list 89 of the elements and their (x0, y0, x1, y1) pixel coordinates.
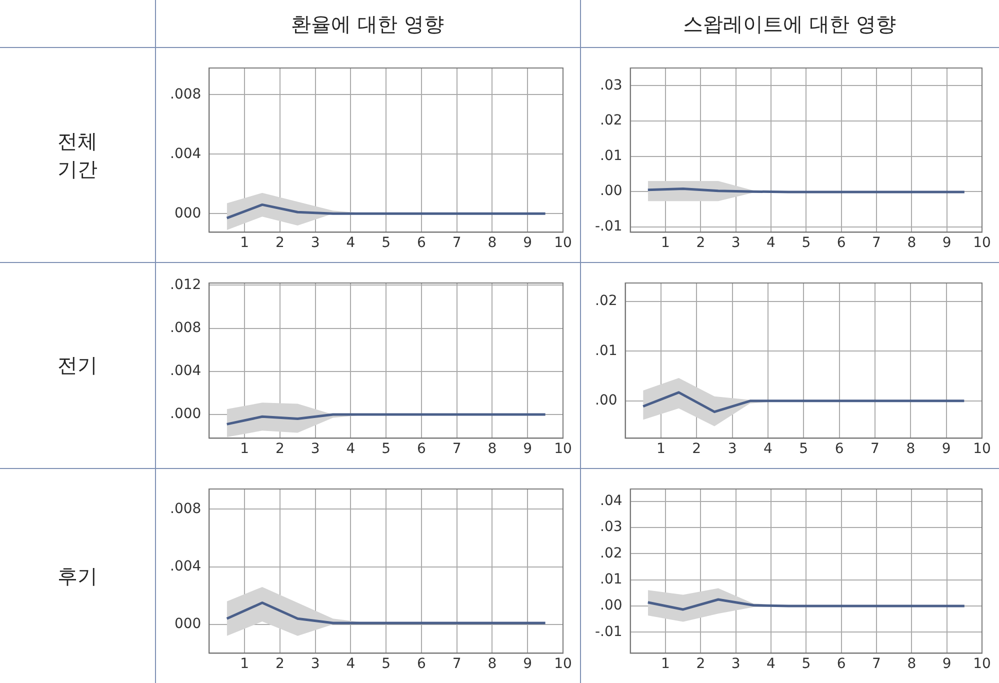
y-tick-label: .03 (600, 77, 622, 94)
y-tick-label: .01 (595, 342, 618, 359)
x-tick-label: 4 (346, 235, 356, 252)
x-tick-label: 5 (802, 656, 811, 672)
x-tick-label: 4 (346, 441, 356, 458)
y-tick-label: .02 (595, 293, 618, 310)
text: 스왑레이트에 대한 영향 (682, 10, 897, 38)
x-tick-label: 2 (696, 235, 706, 252)
x-tick-label: 10 (554, 235, 572, 252)
y-tick-label: .04 (600, 492, 622, 509)
x-tick-label: 8 (488, 656, 497, 672)
x-tick-label: 9 (523, 656, 532, 672)
x-tick-label: 4 (764, 441, 772, 458)
y-tick-label: .00 (600, 183, 622, 200)
x-tick-label: 9 (523, 235, 532, 252)
x-tick-label: 5 (382, 235, 391, 252)
x-tick-label: 5 (382, 441, 391, 458)
text: 전체 기간 (56, 128, 98, 182)
x-tick-label: 7 (452, 235, 462, 252)
y-tick-label: .004 (170, 146, 202, 162)
y-tick-label: .00 (595, 392, 618, 409)
y-tick-label: .004 (170, 363, 202, 380)
text: 전기 (56, 352, 98, 379)
x-tick-label: 2 (275, 656, 284, 672)
x-tick-label: 8 (906, 441, 916, 458)
y-tick-label: 000 (174, 205, 202, 222)
x-tick-label: 9 (942, 656, 952, 672)
x-tick-label: 2 (692, 441, 702, 458)
x-tick-label: 4 (766, 235, 776, 252)
x-tick-label: 2 (696, 656, 706, 672)
y-tick-label: .03 (600, 519, 622, 536)
x-tick-label: 5 (802, 235, 811, 252)
x-tick-label: 4 (346, 656, 356, 672)
x-tick-label: 10 (973, 656, 991, 672)
x-tick-label: 8 (907, 656, 916, 672)
y-tick-label: .01 (600, 572, 622, 588)
x-tick-label: 6 (417, 441, 426, 458)
x-tick-label: 6 (836, 656, 846, 672)
x-tick-label: 9 (942, 441, 951, 458)
x-tick-label: 3 (731, 235, 740, 252)
x-tick-label: 10 (554, 441, 572, 458)
y-tick-label: .00 (600, 598, 622, 614)
x-tick-label: 7 (872, 235, 881, 252)
x-tick-label: 3 (310, 656, 320, 672)
x-tick-label: 8 (488, 441, 497, 458)
text: 환율에 대한 영향 (290, 10, 445, 38)
x-tick-label: 1 (661, 656, 670, 672)
x-tick-label: 7 (872, 656, 881, 672)
x-tick-label: 4 (766, 656, 776, 672)
text: 후기 (56, 562, 98, 590)
x-tick-label: 3 (728, 441, 737, 458)
x-tick-label: 3 (310, 441, 320, 458)
y-tick-label: -.01 (594, 624, 622, 640)
x-tick-label: 10 (973, 235, 991, 252)
x-tick-label: 1 (240, 656, 250, 672)
x-tick-label: 6 (836, 235, 846, 252)
y-tick-label: -.01 (594, 218, 622, 235)
y-tick-label: .02 (600, 112, 622, 129)
x-tick-label: 7 (452, 441, 462, 458)
y-tick-label: .01 (600, 148, 622, 164)
x-tick-label: 1 (240, 235, 250, 252)
x-tick-label: 6 (417, 235, 426, 252)
y-tick-label: 000 (174, 616, 202, 632)
x-tick-label: 6 (834, 441, 844, 458)
x-tick-label: 1 (656, 441, 666, 458)
x-tick-label: 7 (452, 656, 462, 672)
x-tick-label: 1 (240, 441, 250, 458)
x-tick-label: 5 (799, 441, 808, 458)
x-tick-label: 5 (382, 656, 391, 672)
y-tick-label: .008 (170, 320, 202, 336)
x-tick-label: 3 (310, 235, 320, 252)
x-tick-label: 9 (523, 441, 532, 458)
x-tick-label: 7 (870, 441, 880, 458)
x-tick-label: 6 (417, 656, 426, 672)
y-tick-label: .008 (170, 500, 202, 517)
x-tick-label: 1 (661, 235, 670, 252)
x-tick-label: 10 (554, 656, 572, 672)
x-tick-label: 8 (488, 235, 497, 252)
x-tick-label: 9 (942, 235, 952, 252)
y-tick-label: .008 (170, 86, 202, 102)
x-tick-label: 2 (275, 441, 284, 458)
y-tick-label: .004 (170, 558, 202, 574)
x-tick-label: 2 (275, 235, 284, 252)
x-tick-label: 10 (973, 441, 991, 458)
y-tick-label: .012 (170, 276, 202, 293)
x-tick-label: 8 (907, 235, 916, 252)
x-tick-label: 3 (731, 656, 740, 672)
y-tick-label: .000 (170, 406, 202, 422)
y-tick-label: .02 (600, 545, 622, 562)
